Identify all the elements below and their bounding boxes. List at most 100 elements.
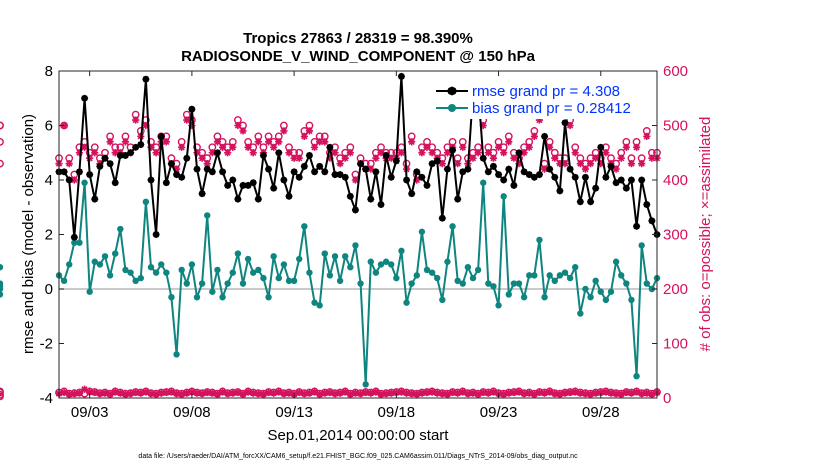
rmse-point (464, 165, 472, 173)
obs-assimilated-bottom-point (224, 390, 232, 398)
obs-assimilated-point (484, 149, 492, 157)
obs-assimilated-bottom-point (157, 389, 165, 397)
rmse-point (413, 168, 421, 176)
obs-assimilated-bottom-point (372, 388, 380, 396)
bias-point (250, 269, 257, 276)
obs-possible-point (0, 121, 4, 130)
obs-assimilated-point (423, 143, 431, 151)
obs-assimilated-point (249, 149, 257, 157)
obs-assimilated-bottom-point (387, 389, 395, 397)
obs-assimilated-point (418, 149, 426, 157)
bias-point (219, 293, 226, 301)
obs-assimilated-bottom-point (300, 390, 308, 398)
x-tick-label: 09/28 (582, 404, 620, 421)
obs-assimilated-point (602, 149, 610, 157)
obs-assimilated-point (132, 116, 140, 124)
bias-point (526, 272, 533, 279)
bias-point (638, 242, 645, 249)
bias-point (275, 274, 282, 282)
bias-point (403, 299, 410, 306)
bias-point (168, 293, 175, 301)
rmse-point (612, 179, 620, 187)
obs-assimilated-point (632, 143, 641, 151)
rmse-point (208, 168, 216, 176)
legend-bias-label: bias grand pr = 0.28412 (472, 100, 631, 117)
bias-point (490, 283, 497, 290)
rmse-point (336, 171, 344, 179)
rmse-point (638, 176, 646, 184)
rmse-point (627, 176, 635, 184)
bias-point (342, 253, 349, 260)
obs-assimilated-point (566, 121, 574, 130)
bias-point (582, 285, 589, 293)
left-tick-label: 6 (45, 118, 53, 135)
obs-assimilated-bottom-point (469, 389, 477, 397)
obs-assimilated-bottom-point (208, 389, 216, 397)
obs-assimilated-point (106, 138, 114, 146)
obs-assimilated-point (213, 138, 222, 146)
rmse-point (576, 198, 584, 206)
obs-assimilated-point (576, 160, 584, 168)
obs-assimilated-bottom-point (249, 389, 257, 397)
obs-assimilated-point (316, 138, 324, 146)
rmse-point (239, 181, 247, 189)
rmse-point (311, 168, 319, 176)
bias-point (352, 242, 359, 249)
obs-assimilated-point (326, 154, 334, 162)
obs-assimilated-bottom-point (597, 388, 605, 397)
obs-assimilated-bottom-point (86, 388, 94, 396)
rmse-point (500, 176, 508, 184)
obs-assimilated-bottom-point (275, 388, 283, 396)
rmse-point (157, 132, 165, 140)
rmse-point (617, 176, 625, 184)
rmse-point (316, 162, 324, 170)
obs-assimilated-bottom-point (551, 390, 559, 398)
obs-assimilated-point (500, 149, 508, 157)
bias-line (58, 182, 658, 385)
obs-assimilated-bottom-point (443, 390, 452, 398)
rmse-point (515, 149, 523, 157)
rmse-point (587, 198, 595, 206)
obs-assimilated-point (305, 127, 314, 135)
rmse-point (479, 154, 487, 162)
obs-assimilated-point (367, 165, 375, 173)
obs-possible-bottom-point (0, 387, 4, 396)
rmse-point (101, 154, 109, 162)
obs-assimilated-bottom-point (259, 390, 268, 398)
obs-assimilated-bottom-point (356, 390, 365, 398)
bias-point (469, 274, 477, 282)
bias-point (597, 288, 604, 295)
rmse-point (219, 168, 227, 176)
bias-point (500, 193, 507, 200)
obs-assimilated-point (494, 143, 503, 151)
obs-assimilated-point (254, 138, 262, 146)
rmse-point (224, 181, 232, 189)
obs-assimilated-point (224, 149, 232, 157)
obs-assimilated-point (310, 143, 319, 151)
bias-point (224, 280, 231, 287)
bias-point (137, 274, 144, 282)
obs-assimilated-bottom-point (91, 388, 99, 397)
bias-point (112, 250, 119, 257)
obs-assimilated-bottom-point (459, 388, 467, 396)
bias-point (628, 296, 635, 304)
bias-point (193, 293, 201, 301)
obs-assimilated-point (346, 149, 354, 157)
obs-assimilated-point (121, 138, 130, 146)
obs-assimilated-bottom-point (510, 388, 518, 397)
obs-assimilated-bottom-point (305, 389, 314, 397)
obs-assimilated-point (152, 149, 160, 157)
obs-assimilated-bottom-point (101, 389, 109, 397)
rmse-point (495, 171, 503, 179)
rmse-point (489, 162, 497, 170)
obs-assimilated-bottom-point (116, 389, 124, 397)
rmse-point (520, 168, 528, 176)
bias-point (602, 296, 610, 304)
rmse-point (597, 143, 605, 151)
obs-assimilated-point (372, 154, 380, 162)
bias-point (480, 179, 487, 186)
left-tick-label: 0 (45, 281, 53, 298)
obs-assimilated-point (377, 149, 385, 157)
obs-assimilated-point (551, 154, 559, 162)
